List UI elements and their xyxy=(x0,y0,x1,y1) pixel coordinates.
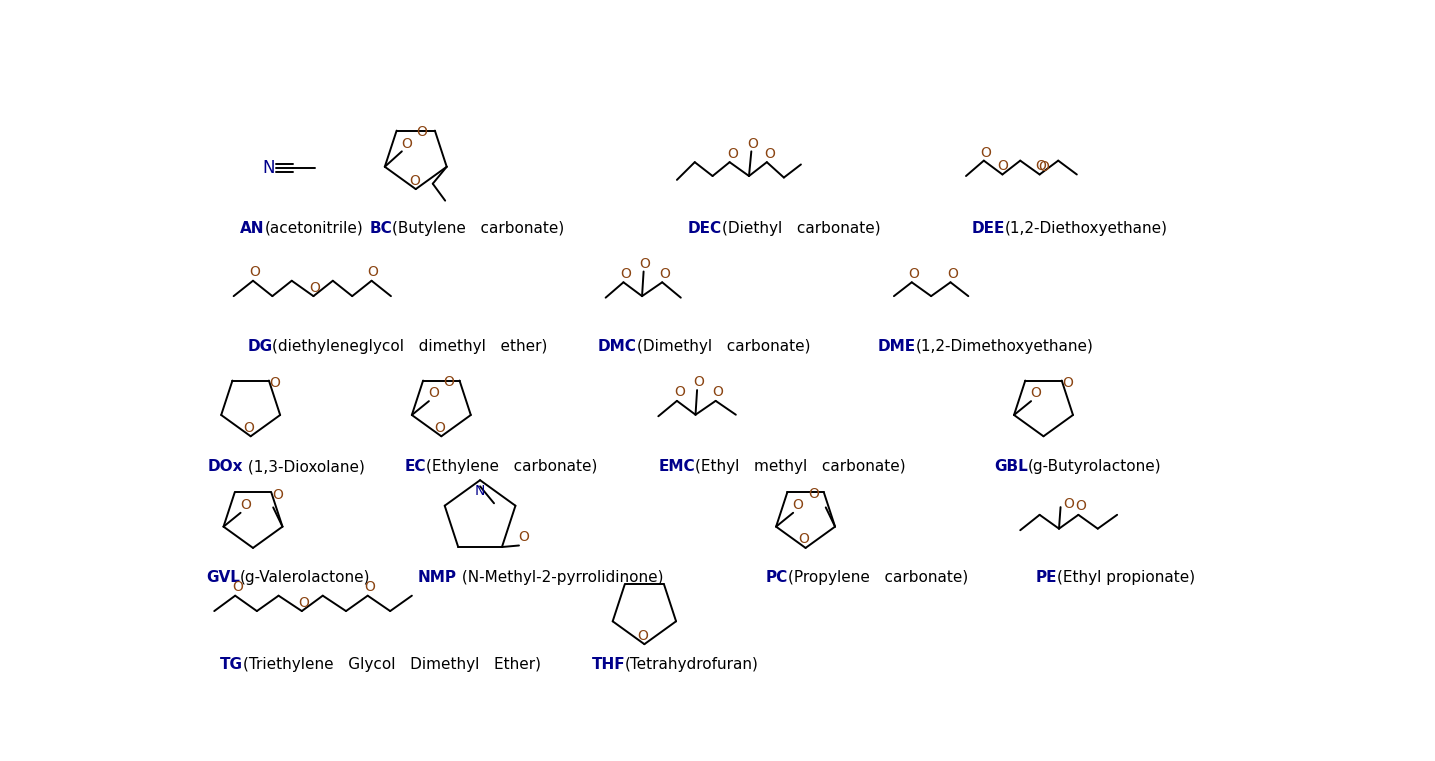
Text: O: O xyxy=(997,159,1007,173)
Text: (Ethyl propionate): (Ethyl propionate) xyxy=(1058,570,1195,585)
Text: O: O xyxy=(1062,376,1073,390)
Text: (diethyleneglycol   dimethyl   ether): (diethyleneglycol dimethyl ether) xyxy=(273,339,548,355)
Text: N: N xyxy=(475,484,485,498)
Text: (g-Butyrolactone): (g-Butyrolactone) xyxy=(1027,460,1161,474)
Text: O: O xyxy=(765,148,775,161)
Text: O: O xyxy=(1075,499,1086,514)
Text: O: O xyxy=(908,267,920,281)
Text: (Ethylene   carbonate): (Ethylene carbonate) xyxy=(426,460,597,474)
Text: O: O xyxy=(637,629,649,643)
Text: O: O xyxy=(674,385,684,400)
Text: O: O xyxy=(1063,497,1073,511)
Text: O: O xyxy=(273,488,283,501)
Text: (Diethyl   carbonate): (Diethyl carbonate) xyxy=(722,221,881,236)
Text: EMC: EMC xyxy=(659,460,695,474)
Text: DME: DME xyxy=(877,339,916,355)
Text: NMP: NMP xyxy=(418,570,456,585)
Text: (Triethylene   Glycol   Dimethyl   Ether): (Triethylene Glycol Dimethyl Ether) xyxy=(243,658,541,672)
Text: (acetonitrile): (acetonitrile) xyxy=(264,221,363,236)
Text: O: O xyxy=(270,376,280,390)
Text: (N-Methyl-2-pyrrolidinone): (N-Methyl-2-pyrrolidinone) xyxy=(456,570,663,585)
Text: O: O xyxy=(364,580,376,594)
Text: (1,2-Diethoxyethane): (1,2-Diethoxyethane) xyxy=(1004,221,1168,236)
Text: O: O xyxy=(400,137,412,151)
Text: O: O xyxy=(799,533,809,546)
Text: O: O xyxy=(240,498,251,512)
Text: (Tetrahydrofuran): (Tetrahydrofuran) xyxy=(626,658,759,672)
Text: O: O xyxy=(693,375,705,390)
Text: O: O xyxy=(250,266,260,279)
Text: O: O xyxy=(435,421,445,435)
Text: DOx: DOx xyxy=(208,460,243,474)
Text: (Propylene   carbonate): (Propylene carbonate) xyxy=(788,570,969,585)
Text: DMC: DMC xyxy=(598,339,637,355)
Text: GVL: GVL xyxy=(207,570,240,585)
Text: (Butylene   carbonate): (Butylene carbonate) xyxy=(393,221,565,236)
Text: O: O xyxy=(232,580,243,594)
Text: GBL: GBL xyxy=(994,460,1027,474)
Text: DEE: DEE xyxy=(971,221,1004,236)
Text: DEC: DEC xyxy=(687,221,722,236)
Text: O: O xyxy=(808,487,819,501)
Text: O: O xyxy=(1030,387,1042,400)
Text: O: O xyxy=(1038,160,1049,174)
Text: BC: BC xyxy=(370,221,393,236)
Text: O: O xyxy=(518,530,530,544)
Text: O: O xyxy=(310,281,320,295)
Text: O: O xyxy=(298,596,310,610)
Text: O: O xyxy=(980,146,992,160)
Text: AN: AN xyxy=(240,221,264,236)
Text: EC: EC xyxy=(405,460,426,474)
Text: O: O xyxy=(428,387,439,400)
Text: PC: PC xyxy=(765,570,788,585)
Text: O: O xyxy=(409,174,419,189)
Text: TG: TG xyxy=(220,658,243,672)
Text: DG: DG xyxy=(247,339,273,355)
Text: O: O xyxy=(659,267,670,281)
Text: (Dimethyl   carbonate): (Dimethyl carbonate) xyxy=(637,339,811,355)
Text: (Ethyl   methyl   carbonate): (Ethyl methyl carbonate) xyxy=(695,460,905,474)
Text: O: O xyxy=(947,267,959,281)
Text: PE: PE xyxy=(1036,570,1058,585)
Text: THF: THF xyxy=(591,658,626,672)
Text: N: N xyxy=(263,159,274,177)
Text: O: O xyxy=(713,385,723,400)
Text: O: O xyxy=(367,266,379,279)
Text: O: O xyxy=(443,375,455,389)
Text: O: O xyxy=(416,125,428,139)
Text: O: O xyxy=(244,421,254,435)
Text: O: O xyxy=(792,498,804,512)
Text: (1,3-Dioxolane): (1,3-Dioxolane) xyxy=(243,460,364,474)
Text: (1,2-Dimethoxyethane): (1,2-Dimethoxyethane) xyxy=(916,339,1093,355)
Text: O: O xyxy=(640,256,650,271)
Text: O: O xyxy=(748,137,758,151)
Text: O: O xyxy=(728,148,738,161)
Text: O: O xyxy=(1036,159,1046,173)
Text: O: O xyxy=(620,267,631,281)
Text: (g-Valerolactone): (g-Valerolactone) xyxy=(240,570,370,585)
